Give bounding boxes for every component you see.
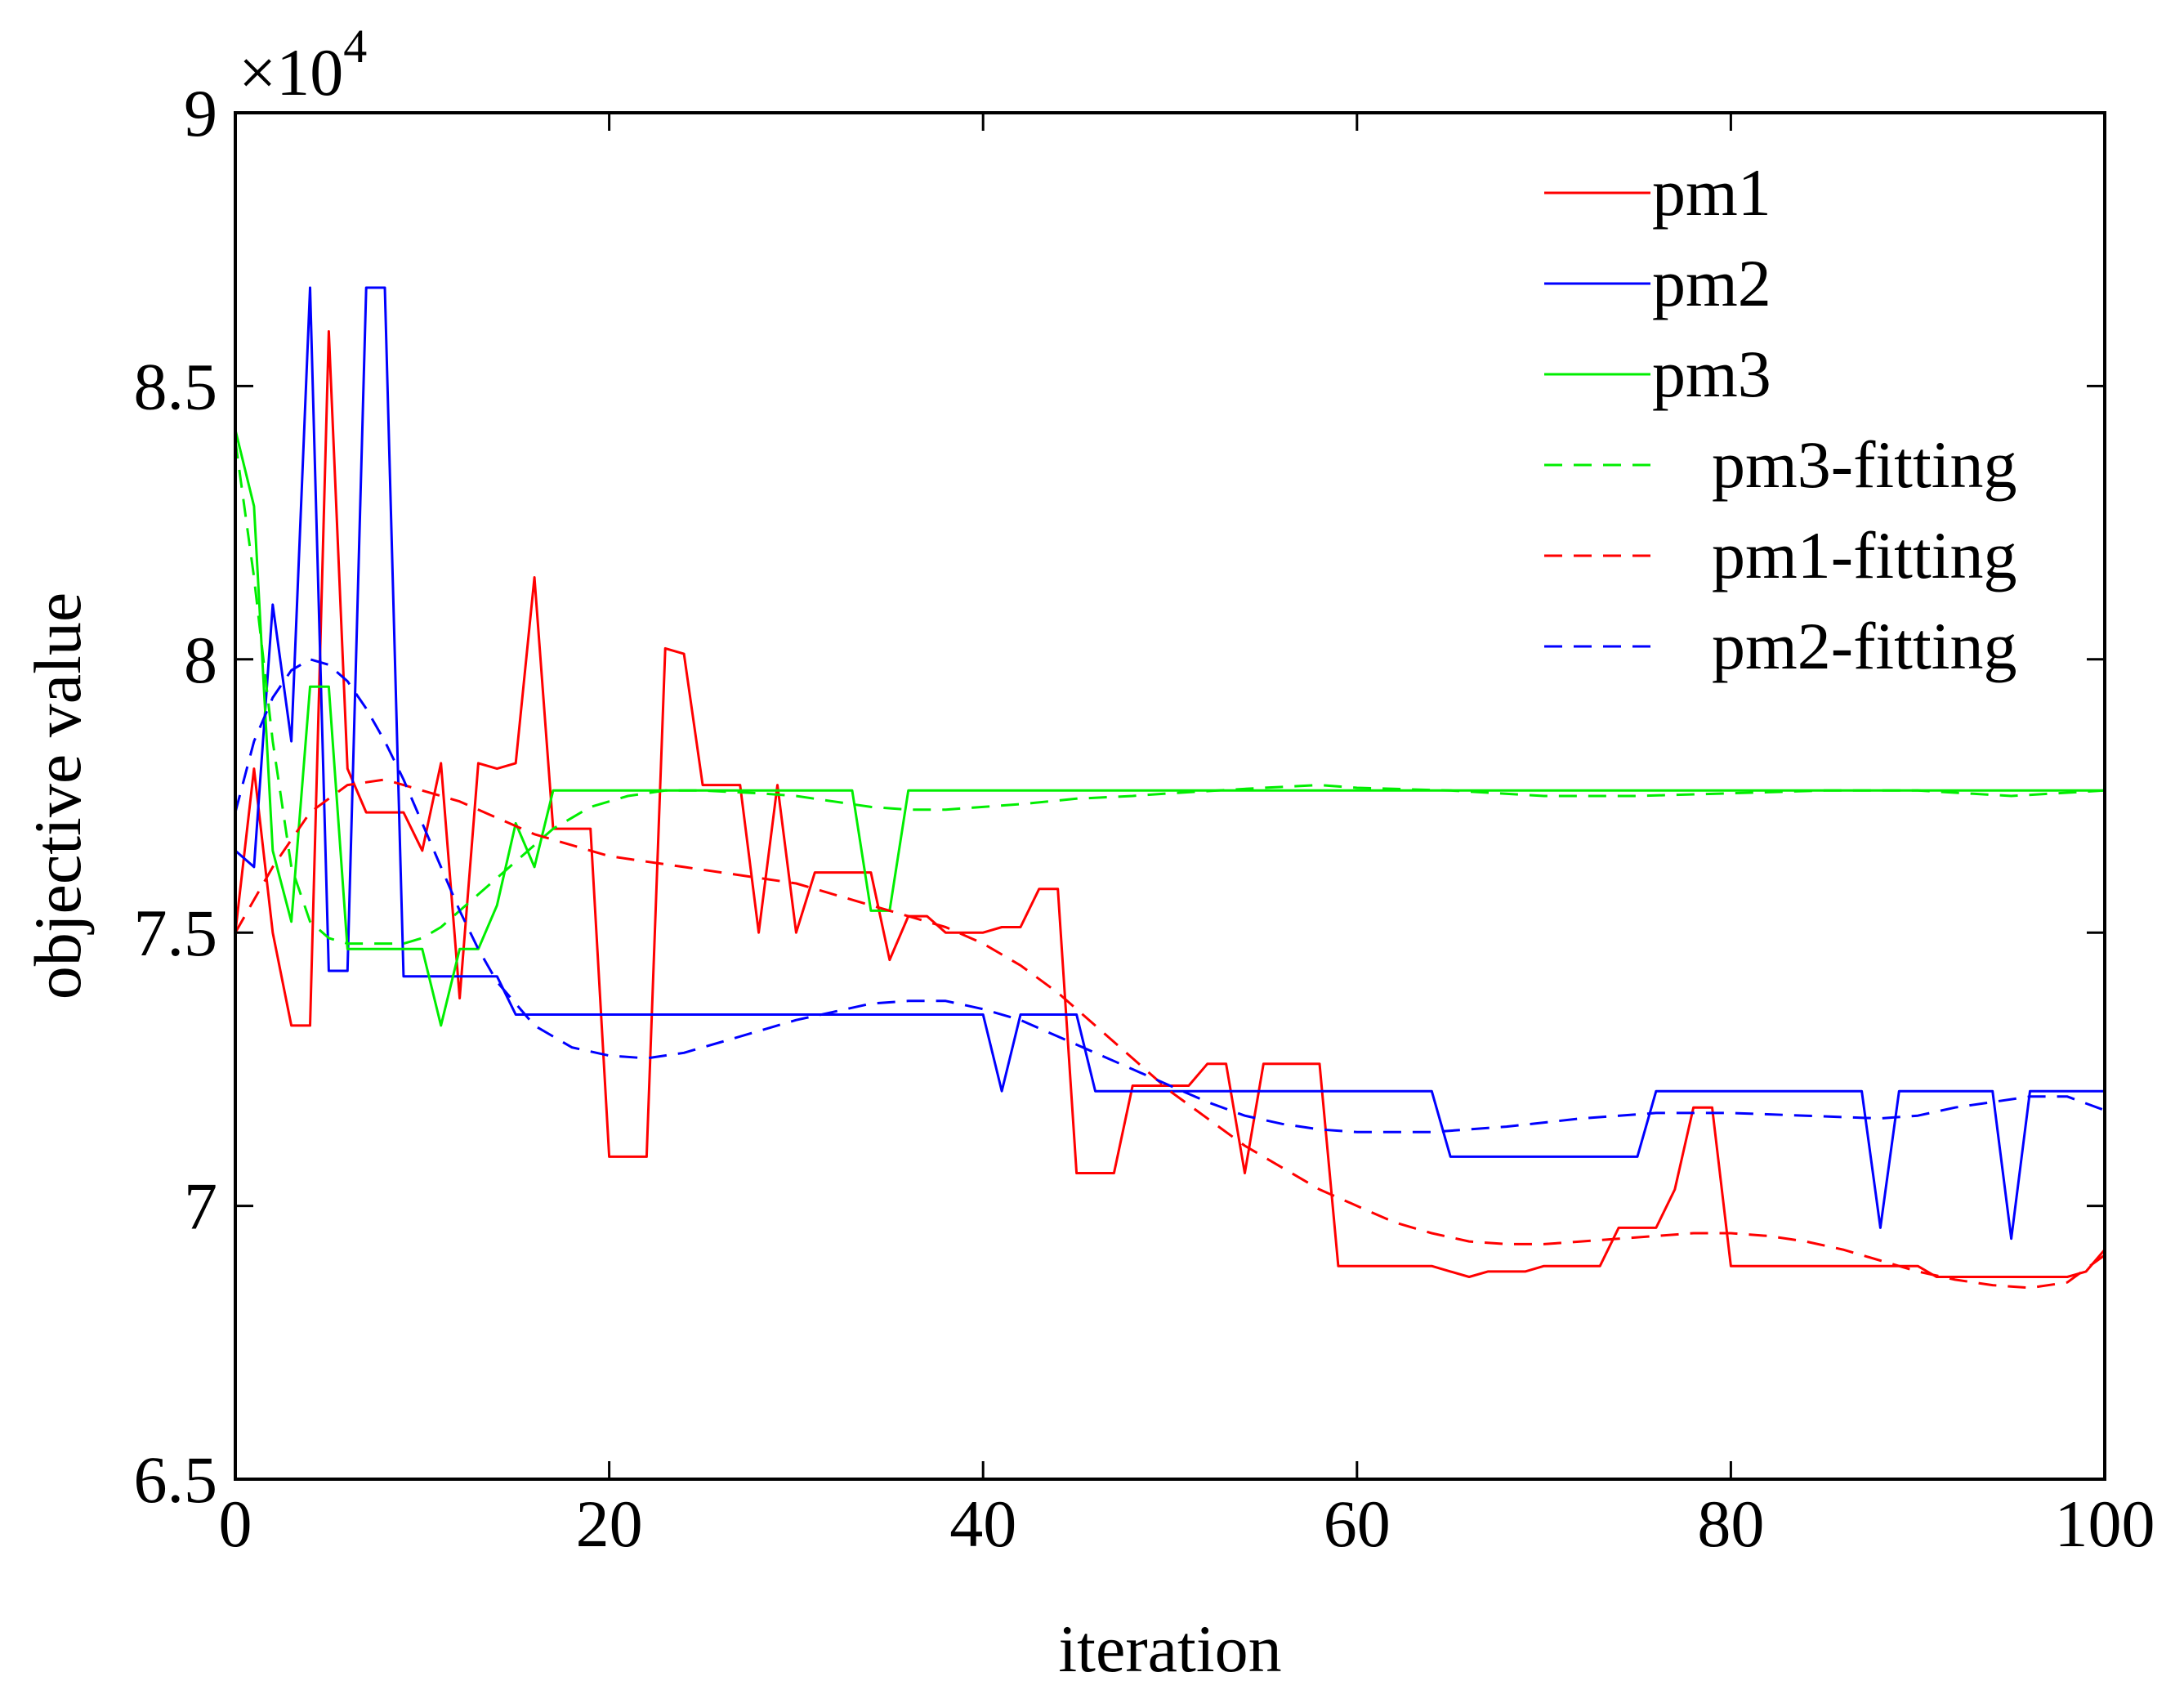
exponent-power: 4 bbox=[343, 20, 367, 73]
series-line-pm3-fitting bbox=[234, 440, 2106, 946]
y-tick-label: 8 bbox=[184, 623, 217, 697]
plot-frame bbox=[234, 111, 2106, 1481]
x-tick-label: 20 bbox=[576, 1487, 643, 1561]
y-tick-label: 8.5 bbox=[134, 349, 218, 423]
exponent-label: ×104 bbox=[239, 20, 367, 110]
y-tick-label: 7 bbox=[184, 1169, 217, 1244]
y-tick-label: 7.5 bbox=[134, 896, 218, 970]
legend-label-pm1-fitting: pm1-fitting bbox=[1712, 518, 2017, 592]
series-layer bbox=[234, 286, 2106, 1290]
legend-label-pm2: pm2 bbox=[1652, 246, 1771, 320]
ticks-layer: 0 20 40 60 80 100 6.5 7 7.5 8 8.5 9 bbox=[134, 76, 2155, 1561]
legend-label-pm3: pm3 bbox=[1652, 337, 1771, 411]
series-line-pm2 bbox=[234, 286, 2105, 1241]
legend-label-pm1: pm1 bbox=[1652, 155, 1771, 230]
x-tick-label: 80 bbox=[1697, 1487, 1764, 1561]
series-line-pm2-fitting bbox=[234, 658, 2106, 1133]
x-tick-label: 100 bbox=[2055, 1487, 2155, 1561]
legend: pm1 pm2 pm3 pm3-fitting pm1-fitting pm2-fitti… bbox=[1544, 155, 2017, 683]
legend-label-pm2-fitting: pm2-fitting bbox=[1712, 609, 2017, 683]
x-tick-label: 40 bbox=[949, 1487, 1016, 1561]
legend-label-pm3-fitting: pm3-fitting bbox=[1712, 427, 2017, 502]
x-tick-label: 60 bbox=[1324, 1487, 1391, 1561]
x-axis-label: iteration bbox=[1058, 1612, 1281, 1686]
y-tick-label: 9 bbox=[184, 76, 217, 150]
x-tick-label: 0 bbox=[219, 1487, 252, 1561]
y-tick-label: 6.5 bbox=[134, 1442, 218, 1517]
series-line-pm1-fitting bbox=[234, 778, 2106, 1290]
y-axis-label: objective value bbox=[20, 592, 95, 1000]
exponent-base: ×10 bbox=[239, 35, 343, 110]
